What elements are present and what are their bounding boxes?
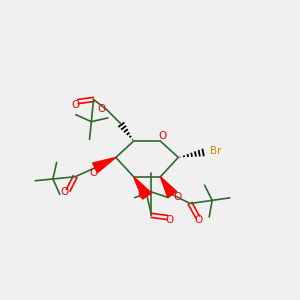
Text: O: O: [138, 190, 146, 200]
Text: O: O: [159, 131, 167, 141]
Text: O: O: [194, 215, 202, 225]
Text: O: O: [71, 100, 79, 110]
Polygon shape: [160, 177, 177, 198]
Text: O: O: [98, 104, 106, 114]
Text: O: O: [166, 215, 174, 225]
Polygon shape: [134, 177, 152, 199]
Text: O: O: [89, 168, 98, 178]
Polygon shape: [93, 158, 116, 172]
Text: O: O: [61, 187, 69, 196]
Text: O: O: [173, 192, 182, 202]
Text: Br: Br: [210, 146, 222, 157]
